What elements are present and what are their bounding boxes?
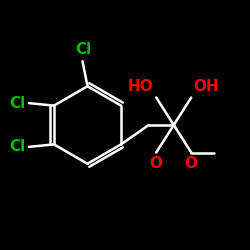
- Text: O: O: [150, 156, 163, 171]
- Text: Cl: Cl: [9, 96, 25, 110]
- Text: O: O: [185, 156, 198, 171]
- Text: OH: OH: [194, 79, 220, 94]
- Text: Cl: Cl: [9, 140, 25, 154]
- Text: Cl: Cl: [76, 42, 92, 58]
- Text: HO: HO: [128, 79, 154, 94]
